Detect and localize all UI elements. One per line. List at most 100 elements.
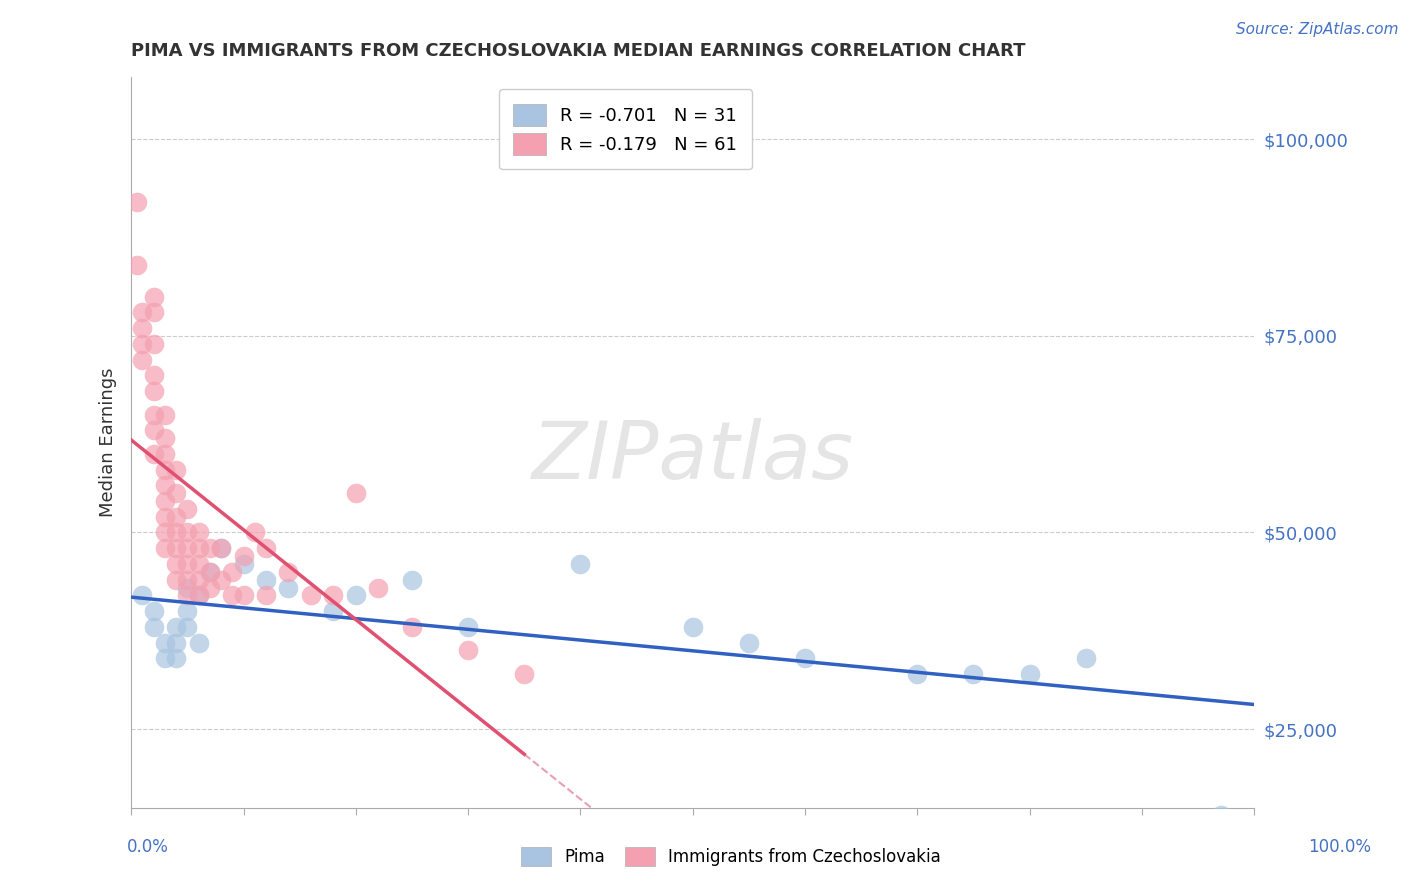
Point — [187, 541, 209, 556]
Point — [165, 462, 187, 476]
Point — [131, 305, 153, 319]
Point — [198, 581, 221, 595]
Text: 0.0%: 0.0% — [127, 838, 169, 855]
Point — [165, 635, 187, 649]
Y-axis label: Median Earnings: Median Earnings — [100, 368, 117, 516]
Legend: R = -0.701   N = 31, R = -0.179   N = 61: R = -0.701 N = 31, R = -0.179 N = 61 — [499, 89, 752, 169]
Point — [1074, 651, 1097, 665]
Point — [142, 408, 165, 422]
Point — [165, 525, 187, 540]
Point — [142, 604, 165, 618]
Point — [209, 541, 232, 556]
Point — [165, 620, 187, 634]
Point — [153, 478, 176, 492]
Point — [142, 384, 165, 398]
Point — [142, 447, 165, 461]
Point — [176, 581, 198, 595]
Point — [153, 408, 176, 422]
Point — [513, 667, 536, 681]
Point — [344, 588, 367, 602]
Point — [176, 502, 198, 516]
Point — [198, 541, 221, 556]
Point — [209, 541, 232, 556]
Point — [905, 667, 928, 681]
Point — [153, 651, 176, 665]
Point — [153, 525, 176, 540]
Point — [1209, 808, 1232, 822]
Point — [401, 573, 423, 587]
Point — [165, 651, 187, 665]
Text: 100.0%: 100.0% — [1308, 838, 1371, 855]
Point — [401, 620, 423, 634]
Point — [165, 486, 187, 500]
Point — [176, 588, 198, 602]
Point — [165, 573, 187, 587]
Point — [232, 549, 254, 563]
Point — [187, 588, 209, 602]
Point — [153, 509, 176, 524]
Point — [277, 581, 299, 595]
Point — [962, 667, 984, 681]
Point — [176, 573, 198, 587]
Point — [232, 557, 254, 571]
Point — [221, 588, 243, 602]
Point — [153, 494, 176, 508]
Point — [367, 581, 389, 595]
Point — [322, 604, 344, 618]
Point — [142, 290, 165, 304]
Text: Source: ZipAtlas.com: Source: ZipAtlas.com — [1236, 22, 1399, 37]
Point — [125, 195, 148, 210]
Point — [209, 573, 232, 587]
Point — [142, 620, 165, 634]
Point — [165, 557, 187, 571]
Point — [187, 635, 209, 649]
Text: PIMA VS IMMIGRANTS FROM CZECHOSLOVAKIA MEDIAN EARNINGS CORRELATION CHART: PIMA VS IMMIGRANTS FROM CZECHOSLOVAKIA M… — [131, 42, 1026, 60]
Point — [153, 431, 176, 445]
Point — [131, 321, 153, 335]
Text: ZIPatlas: ZIPatlas — [531, 417, 853, 496]
Point — [187, 588, 209, 602]
Point — [569, 557, 592, 571]
Point — [142, 305, 165, 319]
Point — [187, 525, 209, 540]
Legend: Pima, Immigrants from Czechoslovakia: Pima, Immigrants from Czechoslovakia — [513, 838, 949, 875]
Point — [221, 565, 243, 579]
Point — [176, 525, 198, 540]
Point — [198, 565, 221, 579]
Point — [142, 368, 165, 383]
Point — [344, 486, 367, 500]
Point — [153, 635, 176, 649]
Point — [457, 620, 479, 634]
Point — [738, 635, 761, 649]
Point — [254, 573, 277, 587]
Point — [243, 525, 266, 540]
Point — [142, 423, 165, 437]
Point — [153, 462, 176, 476]
Point — [254, 541, 277, 556]
Point — [254, 588, 277, 602]
Point — [153, 541, 176, 556]
Point — [794, 651, 817, 665]
Point — [131, 336, 153, 351]
Point — [125, 258, 148, 272]
Point — [165, 541, 187, 556]
Point — [176, 620, 198, 634]
Point — [682, 620, 704, 634]
Point — [176, 604, 198, 618]
Point — [322, 588, 344, 602]
Point — [153, 447, 176, 461]
Point — [131, 588, 153, 602]
Point — [176, 557, 198, 571]
Point — [187, 573, 209, 587]
Point — [187, 557, 209, 571]
Point — [277, 565, 299, 579]
Point — [165, 509, 187, 524]
Point — [131, 352, 153, 367]
Point — [1018, 667, 1040, 681]
Point — [176, 541, 198, 556]
Point — [142, 336, 165, 351]
Point — [198, 565, 221, 579]
Point — [232, 588, 254, 602]
Point — [457, 643, 479, 657]
Point — [299, 588, 322, 602]
